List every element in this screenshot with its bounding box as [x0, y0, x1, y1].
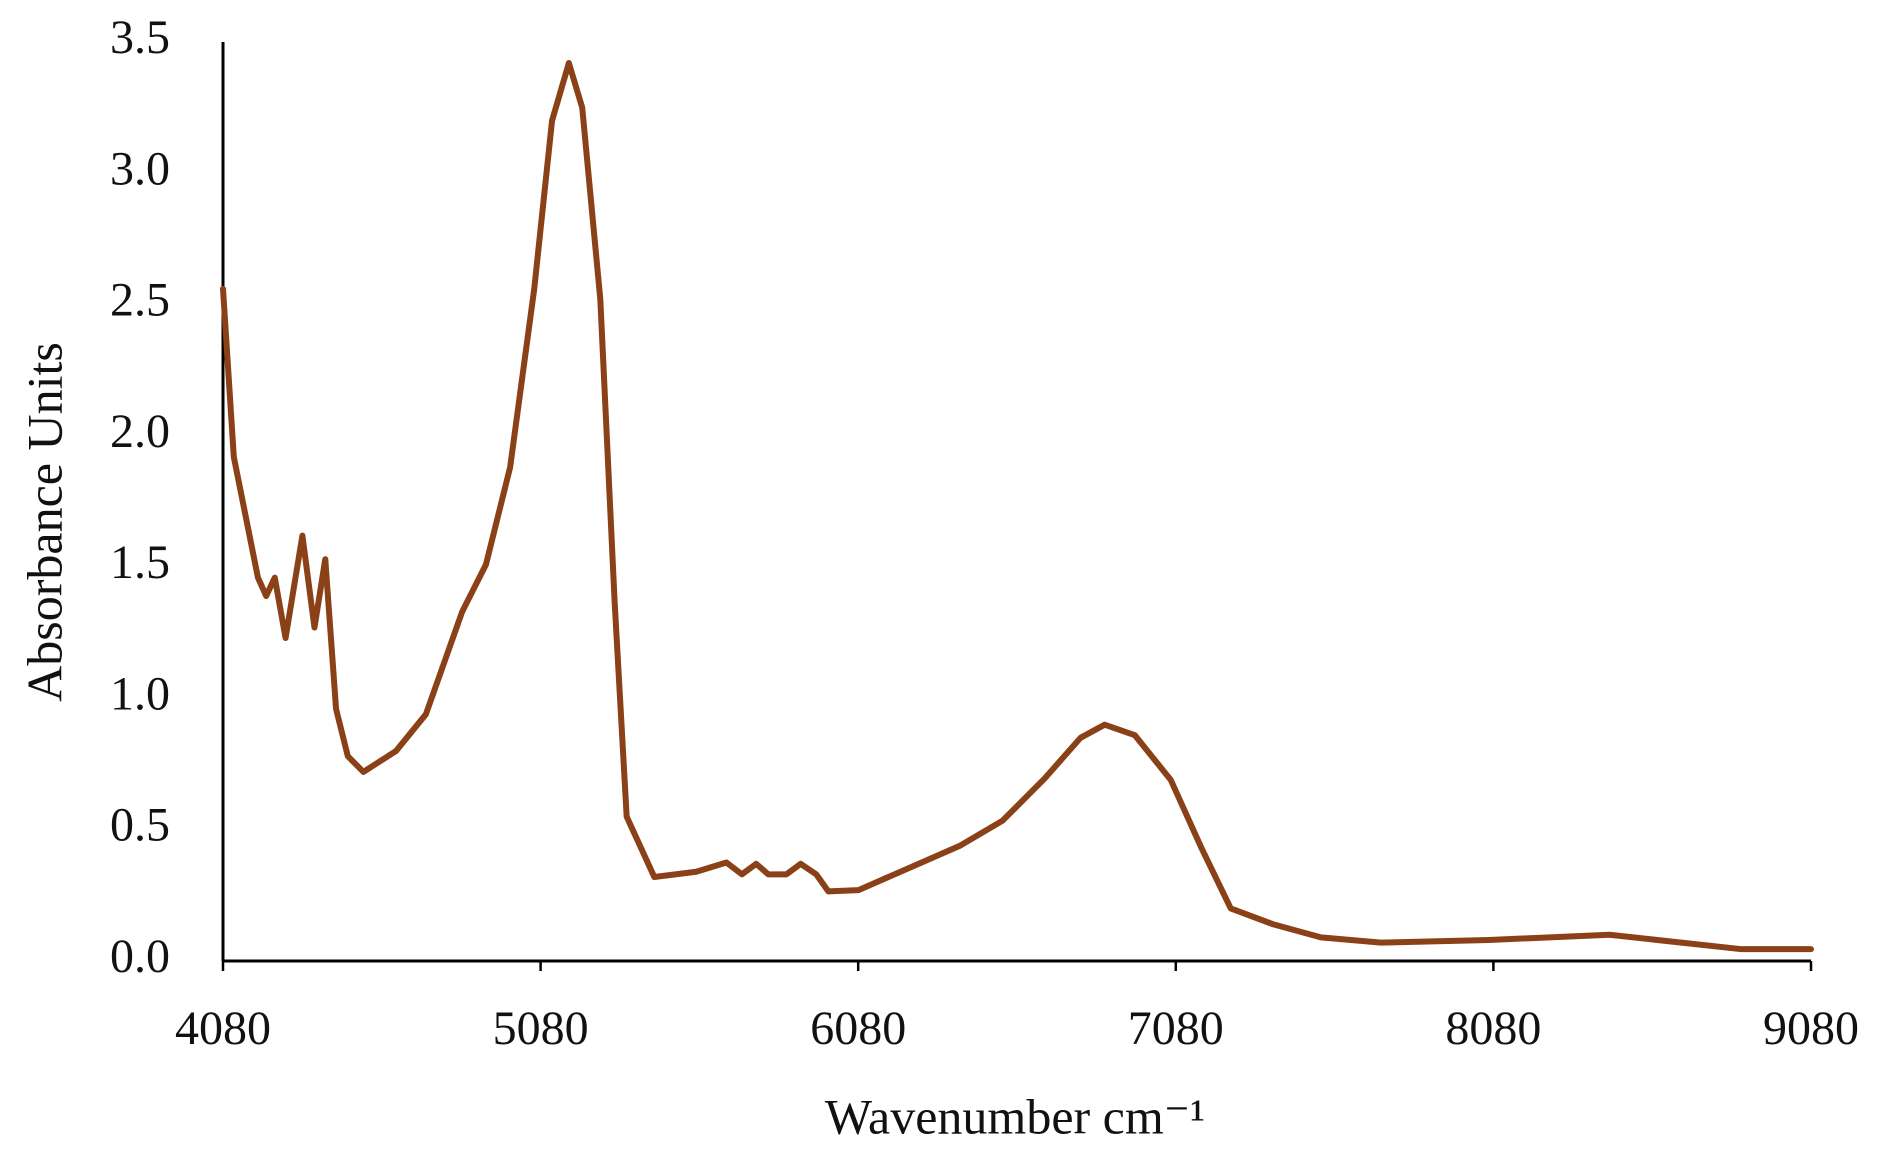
x-axis-title: Wavenumber cm⁻¹ — [825, 1088, 1205, 1144]
x-tick-label: 5080 — [493, 1002, 589, 1055]
x-tick-label: 4080 — [175, 1002, 271, 1055]
x-tick-label: 8080 — [1445, 1002, 1541, 1055]
y-tick-label: 0.0 — [110, 930, 170, 983]
y-axis-title: Absorbance Units — [16, 342, 72, 702]
y-tick-label: 3.0 — [110, 142, 170, 195]
y-tick-label: 3.5 — [110, 11, 170, 64]
y-tick-label: 2.0 — [110, 405, 170, 458]
y-tick-label: 1.5 — [110, 536, 170, 589]
y-tick-label: 1.0 — [110, 667, 170, 720]
x-tick-label: 7080 — [1128, 1002, 1224, 1055]
data-line — [220, 60, 1814, 953]
y-tick-label: 2.5 — [110, 274, 170, 327]
x-tick-label: 6080 — [810, 1002, 906, 1055]
y-tick-label: 0.5 — [110, 799, 170, 852]
x-tick-label: 9080 — [1763, 1002, 1859, 1055]
